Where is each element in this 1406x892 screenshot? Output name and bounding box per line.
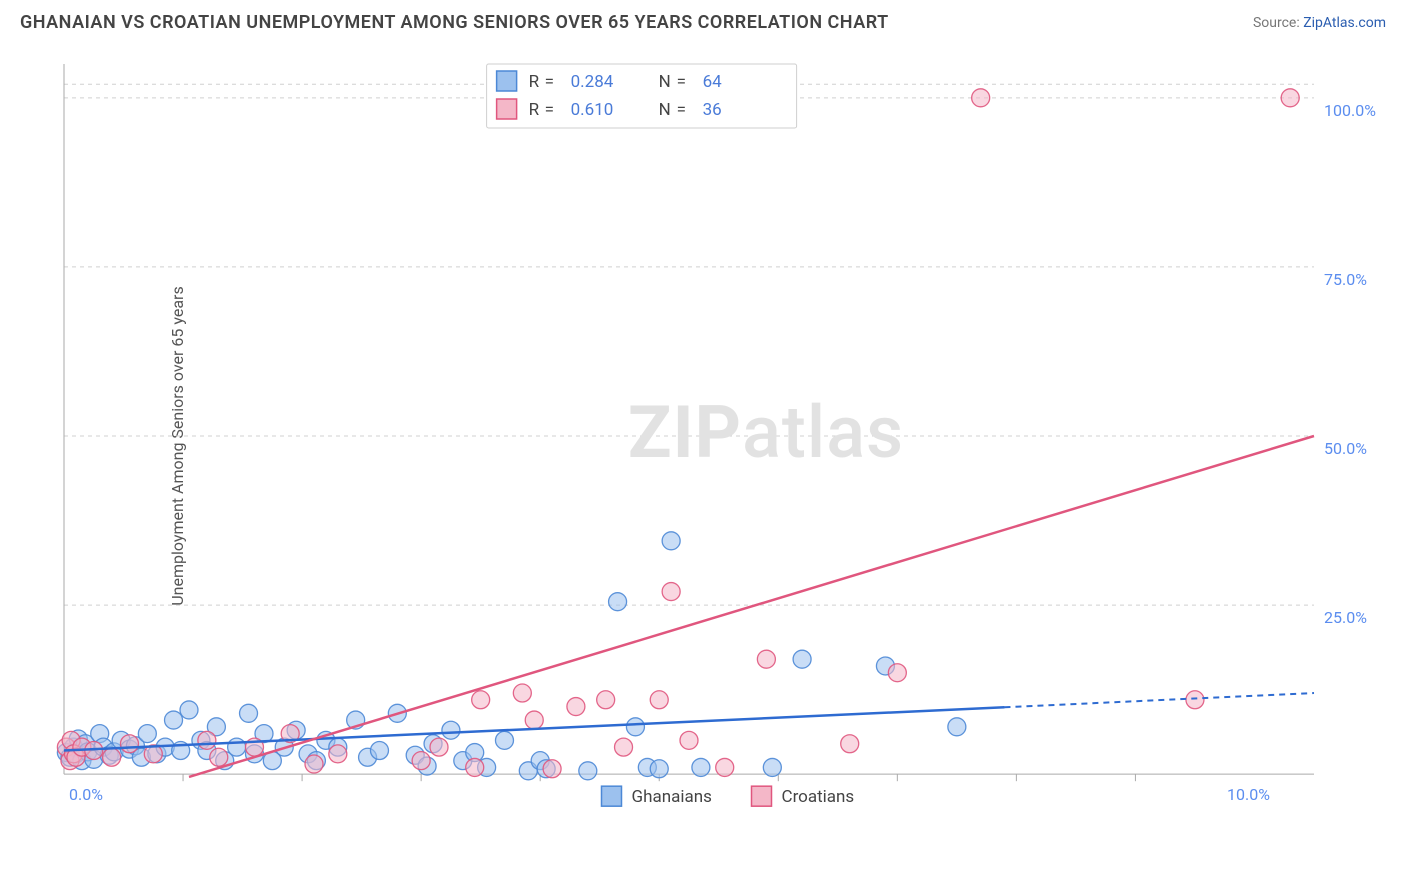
data-point-croatians [841, 735, 859, 753]
source-label: Source: [1253, 15, 1303, 31]
watermark: ZIPatlas [628, 390, 904, 475]
data-point-ghanaians [763, 758, 781, 776]
data-point-ghanaians [370, 742, 388, 760]
legend-n-label: N [659, 72, 671, 92]
data-point-croatians [567, 698, 585, 716]
data-point-ghanaians [793, 650, 811, 668]
data-point-ghanaians [626, 718, 644, 736]
y-tick-label: 25.0% [1324, 608, 1367, 627]
data-point-croatians [888, 664, 906, 682]
legend-swatch-croatians [752, 786, 772, 806]
data-point-croatians [680, 731, 698, 749]
chart-container: 25.0% 50.0% 75.0% 100.0% ZIPatlas 0.0% 10.0% R … [56, 58, 1386, 856]
data-point-croatians [972, 89, 990, 107]
legend-label-croatians: Croatians [782, 787, 855, 807]
data-point-ghanaians [180, 701, 198, 719]
legend-swatch-croatians [497, 99, 517, 119]
data-point-ghanaians [165, 711, 183, 729]
y-tick-label: 50.0% [1324, 439, 1367, 458]
data-point-ghanaians [442, 721, 460, 739]
data-point-croatians [103, 748, 121, 766]
data-point-croatians [198, 731, 216, 749]
page-title: GHANAIAN VS CROATIAN UNEMPLOYMENT AMONG … [20, 12, 889, 33]
x-tick-label: 10.0% [1227, 785, 1270, 804]
legend-r-value-ghanaians: 0.284 [571, 72, 614, 92]
legend-r-label: R [529, 72, 540, 92]
source-value: ZipAtlas.com [1303, 15, 1386, 31]
data-point-croatians [430, 738, 448, 756]
data-point-ghanaians [948, 718, 966, 736]
data-point-croatians [210, 748, 228, 766]
data-point-croatians [525, 711, 543, 729]
svg-text:=: = [545, 72, 554, 92]
y-tick-label: 75.0% [1324, 270, 1367, 289]
data-point-croatians [757, 650, 775, 668]
correlation-scatter-chart: 25.0% 50.0% 75.0% 100.0% ZIPatlas 0.0% 10.0% R … [56, 58, 1386, 856]
data-point-croatians [543, 760, 561, 778]
data-point-ghanaians [228, 738, 246, 756]
data-point-ghanaians [579, 762, 597, 780]
data-point-croatians [305, 755, 323, 773]
svg-text:=: = [677, 100, 686, 120]
legend-n-label: N [659, 100, 671, 120]
legend-n-value-croatians: 36 [703, 100, 722, 120]
data-point-croatians [615, 738, 633, 756]
trendline-croatians [189, 436, 1314, 777]
svg-text:=: = [545, 100, 554, 120]
trendline-extrapolated-ghanaians [1004, 693, 1314, 707]
data-point-croatians [1281, 89, 1299, 107]
legend-label-ghanaians: Ghanaians [632, 787, 712, 807]
legend-stats: R = 0.284 N = 64 R = 0.610 N = 36 [487, 64, 797, 128]
data-point-croatians [650, 691, 668, 709]
data-point-croatians [329, 745, 347, 763]
data-point-croatians [472, 691, 490, 709]
data-point-ghanaians [662, 532, 680, 550]
legend-r-label: R [529, 100, 540, 120]
data-point-croatians [597, 691, 615, 709]
legend-r-value-croatians: 0.610 [571, 100, 614, 120]
legend-swatch-ghanaians [602, 786, 622, 806]
data-point-croatians [662, 583, 680, 601]
data-point-croatians [412, 752, 430, 770]
data-point-croatians [120, 735, 138, 753]
data-point-ghanaians [495, 731, 513, 749]
data-point-croatians [513, 684, 531, 702]
legend-series: Ghanaians Croatians [602, 786, 855, 807]
y-tick-label: 100.0% [1324, 101, 1376, 120]
source-attribution: Source: ZipAtlas.com [1253, 15, 1386, 31]
data-point-ghanaians [138, 725, 156, 743]
svg-text:=: = [677, 72, 686, 92]
data-point-ghanaians [650, 760, 668, 778]
legend-swatch-ghanaians [497, 71, 517, 91]
data-point-croatians [1186, 691, 1204, 709]
data-point-ghanaians [609, 593, 627, 611]
data-point-ghanaians [692, 758, 710, 776]
legend-n-value-ghanaians: 64 [703, 72, 723, 92]
data-point-croatians [716, 758, 734, 776]
data-point-croatians [466, 758, 484, 776]
data-point-ghanaians [240, 704, 258, 722]
x-tick-label: 0.0% [69, 785, 103, 804]
